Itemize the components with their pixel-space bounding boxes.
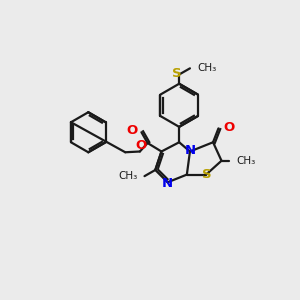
Text: N: N (162, 177, 173, 190)
Text: CH₃: CH₃ (118, 171, 138, 181)
Text: N: N (185, 144, 196, 157)
Text: S: S (172, 67, 182, 80)
Text: O: O (126, 124, 138, 137)
Text: CH₃: CH₃ (236, 156, 255, 166)
Text: O: O (223, 121, 234, 134)
Text: O: O (135, 139, 146, 152)
Text: CH₃: CH₃ (198, 63, 217, 73)
Text: S: S (202, 168, 212, 181)
